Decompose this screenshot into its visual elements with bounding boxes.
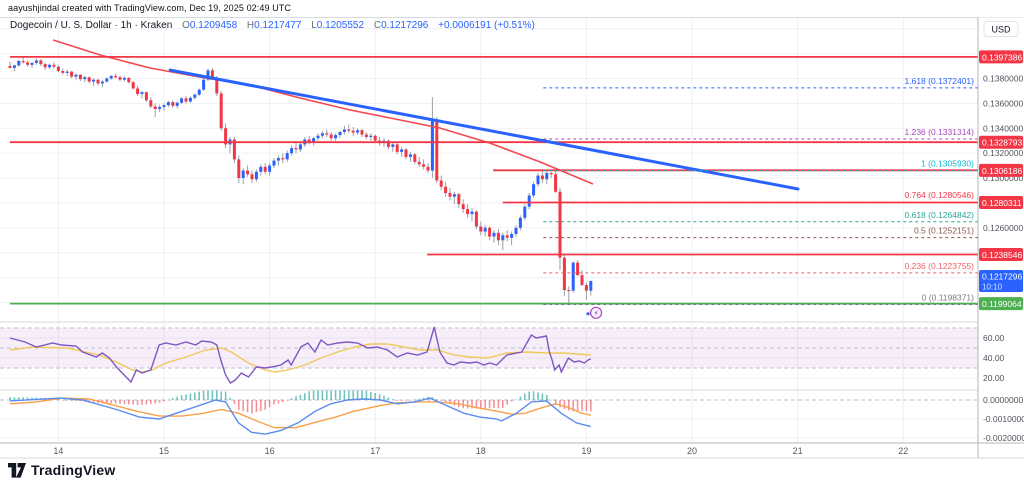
svg-text:20.00: 20.00 (983, 373, 1005, 383)
emoji-marker[interactable]: ⚡ (586, 306, 603, 319)
svg-text:0.0000000: 0.0000000 (983, 395, 1023, 405)
svg-text:10:10: 10:10 (982, 282, 1003, 291)
fib-level-label: 0.618 (0.1264842) (905, 210, 975, 220)
change-value: +0.0006191 (+0.51%) (438, 20, 535, 31)
level-price-label: 0.1306186 (982, 166, 1022, 176)
svg-text:0.1320000: 0.1320000 (983, 148, 1023, 158)
svg-text:0.1260000: 0.1260000 (983, 223, 1023, 233)
tradingview-brand-text: TradingView (31, 462, 116, 478)
candlestick-series (8, 56, 593, 305)
svg-text:0.1340000: 0.1340000 (983, 123, 1023, 133)
level-price-label: 0.1397386 (982, 52, 1022, 62)
time-axis[interactable]: 14 15 16 17 18 19 20 21 22 (53, 446, 908, 456)
svg-text:⚡: ⚡ (594, 309, 599, 317)
level-price-label: 0.1280311 (982, 198, 1022, 208)
date-tick-label: 21 (793, 446, 803, 456)
rsi-indicator (9, 326, 592, 384)
date-tick-label: 18 (476, 446, 486, 456)
svg-text:-0.0020000: -0.0020000 (983, 433, 1024, 443)
level-price-label: 0.1199064 (982, 299, 1022, 309)
red-ma-line[interactable] (52, 39, 594, 185)
date-tick-label: 14 (53, 446, 63, 456)
svg-text:-0.0010000: -0.0010000 (983, 414, 1024, 424)
symbol-legend[interactable]: Dogecoin / U. S. Dollar · 1h · Kraken O0… (10, 20, 535, 31)
fib-level-label: 0 (0.1198371) (922, 292, 974, 302)
pane-frame (0, 17, 1024, 459)
level-price-label: 0.1238546 (982, 250, 1022, 260)
date-tick-label: 16 (265, 446, 275, 456)
tradingview-footer[interactable]: TradingView (8, 462, 115, 478)
svg-text:0.1217296: 0.1217296 (982, 271, 1022, 281)
date-tick-label: 22 (898, 446, 908, 456)
svg-text:0.1300000: 0.1300000 (983, 173, 1023, 183)
fib-level-label: 1 (0.1305930) (921, 159, 974, 169)
date-tick-label: 17 (370, 446, 380, 456)
fib-level-label: 0.236 (0.1223755) (905, 261, 975, 271)
open-label: O (182, 20, 190, 31)
fib-level-label: 1.236 (0.1331314) (905, 127, 975, 137)
open-value: 0.1209458 (189, 20, 238, 31)
fib-level-label: 1.618 (0.1372401) (905, 76, 975, 86)
low-value: 0.1205552 (316, 20, 365, 31)
svg-text:40.00: 40.00 (983, 353, 1005, 363)
rsi-band (0, 327, 978, 369)
date-tick-label: 15 (159, 446, 169, 456)
symbol-title[interactable]: Dogecoin / U. S. Dollar · 1h · Kraken (10, 20, 173, 31)
fib-level-label: 0.764 (0.1280546) (905, 190, 975, 200)
date-tick-label: 19 (581, 446, 591, 456)
rsi-line (9, 326, 592, 384)
close-value: 0.1217296 (381, 20, 429, 31)
macd-signal-line (9, 397, 591, 429)
currency-toggle[interactable]: USD (991, 25, 1011, 35)
svg-text:60.00: 60.00 (983, 333, 1005, 343)
low-label: L (311, 20, 317, 31)
horizontal-level-lines[interactable] (10, 55, 978, 305)
macd-indicator (0, 390, 978, 435)
fib-level-label: 0.5 (0.1252151) (914, 226, 974, 236)
tradingview-logo-icon (8, 462, 26, 478)
fib-retracement[interactable]: 1.618 (0.1372401) 1.236 (0.1331314) 1 (0.1… (543, 76, 978, 305)
level-price-label: 0.1328793 (982, 138, 1022, 148)
blue-trendline[interactable] (168, 68, 800, 191)
watermark-attribution: aayushjindal created with TradingView.co… (8, 3, 291, 13)
price-axis-labels: 0.1397386 0.1328793 0.1306186 0.1280311 0.12… (979, 50, 1023, 311)
svg-text:0.1360000: 0.1360000 (983, 98, 1023, 108)
high-label: H (246, 20, 255, 31)
macd-line (9, 397, 591, 435)
high-value: 0.1217477 (254, 20, 302, 31)
macd-histogram (9, 390, 592, 414)
date-tick-label: 20 (687, 446, 697, 456)
svg-text:0.1380000: 0.1380000 (983, 73, 1023, 83)
close-label: C (373, 20, 382, 31)
